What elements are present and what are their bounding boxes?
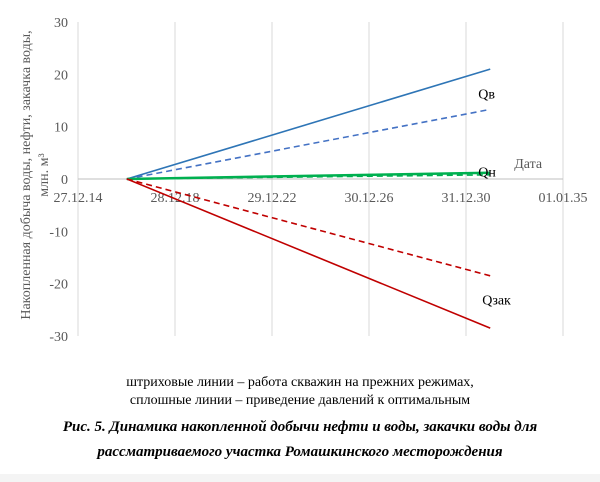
- chart: 27.12.14 28.12.18 29.12.22 30.12.26 31.12.30…: [19, 16, 588, 345]
- y-tick-label: -10: [49, 225, 68, 240]
- series-line-Qн-dashed: [126, 174, 491, 180]
- series-label-Qзак: Qзак: [482, 293, 511, 308]
- y-tick-label: -20: [49, 278, 68, 293]
- series-label-Qв: Qв: [478, 88, 495, 103]
- y-axis-label-line2: млн. м³: [37, 153, 52, 196]
- x-axis-label: Дата: [514, 157, 543, 172]
- figure-caption-line1: Рис. 5. Динамика накопленной добычи нефт…: [62, 419, 538, 435]
- note-dashed: штриховые линии – работа скважин на преж…: [126, 375, 474, 390]
- y-tick-label: -30: [49, 330, 68, 345]
- y-axis-label-line1: Накопленная добыча воды, нефти, закачка …: [19, 30, 34, 319]
- x-tick-labels: 27.12.14 28.12.18 29.12.22 30.12.26 31.12.30…: [54, 191, 588, 206]
- series-lines: [126, 68, 491, 329]
- series-line-Qв-dashed: [126, 108, 491, 180]
- x-tick-label: 31.12.30: [442, 191, 491, 206]
- y-tick-labels: 30 20 10 0 -10 -20 -30: [49, 16, 68, 345]
- series-line-Qзак-solid: [126, 178, 491, 329]
- series-line-Qзак-dashed: [126, 178, 491, 277]
- y-tick-label: 10: [54, 121, 68, 136]
- page-footer-strip: [0, 474, 600, 482]
- figure-caption-line2: рассматриваемого участка Ромашкинского м…: [97, 444, 503, 460]
- series-label-Qн: Qн: [478, 166, 496, 181]
- x-tick-label: 30.12.26: [345, 191, 394, 206]
- series-line-Qв-solid: [126, 68, 491, 180]
- x-tick-label: 27.12.14: [54, 191, 103, 206]
- y-tick-label: 20: [54, 68, 68, 83]
- note-solid: сплошные линии – приведение давлений к о…: [129, 393, 471, 408]
- y-axis-label: Накопленная добыча воды, нефти, закачка …: [19, 30, 52, 319]
- y-tick-label: 30: [54, 16, 68, 31]
- x-tick-label: 01.01.35: [539, 191, 588, 206]
- y-tick-label: 0: [61, 173, 68, 188]
- series-annotations: Qв Qн Qзак: [478, 88, 511, 309]
- x-tick-label: 29.12.22: [248, 191, 297, 206]
